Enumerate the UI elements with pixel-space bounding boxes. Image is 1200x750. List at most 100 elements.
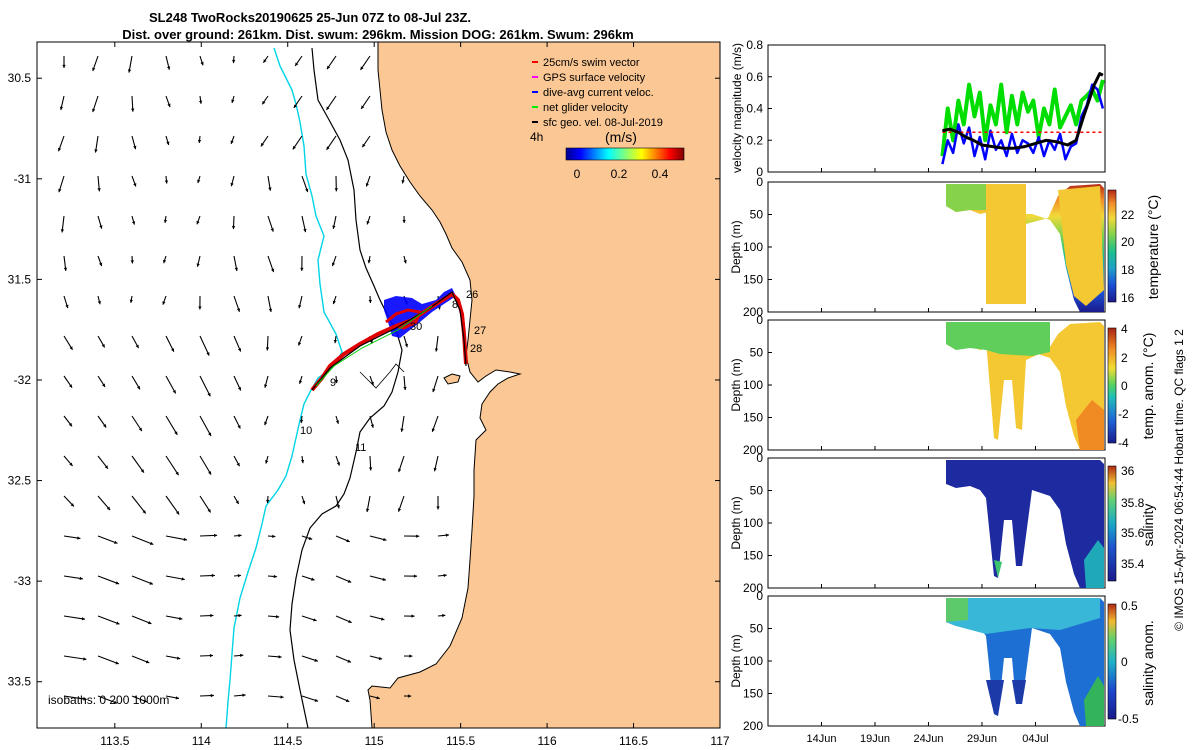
current-arrow-head (432, 388, 436, 393)
sal-anom-colorbar (1107, 603, 1117, 720)
current-arrow (165, 495, 180, 515)
current-arrow (131, 575, 154, 585)
current-arrow-head (115, 661, 119, 665)
current-arrow-head (263, 59, 267, 63)
temperature-y-axis: 0 50 100 150 200 (743, 175, 772, 319)
current-arrow-head (278, 655, 282, 659)
velocity-ylabel: velocity magnitude (m/s) (730, 43, 744, 173)
colorbar-tick: 0.2 (611, 167, 628, 181)
current-arrow-head (133, 145, 137, 150)
cbar-tick: 4 (1121, 322, 1128, 336)
cbar-tick: 2 (1121, 351, 1128, 365)
current-arrow-head (81, 617, 86, 621)
current-arrow-head (403, 386, 407, 391)
current-arrow (63, 655, 87, 660)
isobath-0m (359, 363, 405, 389)
depth-tick-label: 0 (756, 451, 763, 465)
current-arrow (165, 455, 180, 476)
current-arrow-head (260, 142, 265, 147)
map-legend: 25cm/s swim vector GPS surface velocity … (532, 57, 663, 129)
current-arrow-head (292, 145, 296, 150)
sal-anom-green (946, 598, 968, 622)
current-arrow-head (300, 267, 304, 271)
current-arrow-head (361, 105, 365, 109)
temperature-anomaly-panel: 0 50 100 150 200 Depth (m) 4 2 0 -2 -4 temp.… (729, 313, 1156, 457)
salinity-deep (1084, 540, 1104, 588)
current-arrow-head (130, 260, 134, 264)
current-arrow-head (237, 573, 241, 578)
current-arrow-head (104, 465, 108, 469)
y-tick-label: 33.5 (8, 675, 32, 689)
velocity-y-axis: 0 0.2 0.4 0.6 0.8 (746, 38, 772, 179)
current-arrow-head (397, 508, 402, 512)
current-arrow-head (268, 308, 273, 312)
temp-anom-cbar-label: temp. anom. (°C) (1140, 333, 1156, 440)
current-arrow-head (272, 534, 276, 539)
current-arrow-head (366, 220, 370, 225)
current-arrow-head (164, 180, 169, 184)
current-arrow-head (416, 534, 420, 538)
temperature-colorbar (1107, 189, 1117, 303)
current-arrow-head (147, 621, 152, 625)
time-tick-label: 29Jun (967, 733, 997, 745)
temperature-warm-2 (1058, 186, 1104, 306)
current-arrow-head (162, 301, 166, 305)
current-arrow-head (308, 536, 313, 540)
depth-tick-label: 100 (743, 654, 763, 668)
depth-tick-label: 150 (743, 411, 763, 425)
current-arrow-head (376, 696, 380, 700)
current-arrow-head (413, 574, 418, 578)
map-colorbar (565, 147, 685, 161)
current-arrow-head (210, 613, 214, 618)
current-arrow-head (176, 656, 181, 660)
current-arrow-head (346, 539, 350, 543)
current-arrow-head (196, 220, 200, 225)
day-label: 26 (466, 289, 478, 301)
current-arrow-head (334, 379, 339, 384)
depth-tick-label: 0 (756, 589, 763, 603)
y-tick-label: -32 (14, 373, 32, 387)
current-arrow (63, 695, 87, 700)
scale-label: 4h (530, 130, 543, 144)
current-arrow-head (345, 698, 350, 702)
current-arrow-head (116, 621, 120, 625)
current-arrow-head (213, 533, 218, 538)
depth-tick-label: 150 (743, 687, 763, 701)
y-tick-label: -33 (14, 574, 32, 588)
cbar-tick: 22 (1121, 208, 1135, 222)
cbar-tick: -2 (1118, 407, 1129, 421)
current-arrow-head (360, 66, 364, 70)
current-arrow-head (408, 694, 412, 698)
current-arrow-head (336, 462, 341, 466)
current-arrow-head (210, 693, 214, 698)
current-arrow-head (300, 459, 305, 464)
cbar-tick: 0 (1121, 655, 1128, 669)
current-arrow-head (142, 510, 146, 514)
current-arrow-head (347, 659, 351, 663)
current-arrow-head (313, 618, 317, 622)
vel-y-tick-label: 0 (756, 165, 763, 179)
cbar-tick: 0.5 (1121, 599, 1138, 613)
current-arrow (165, 415, 178, 436)
sal-anom-bottom (1084, 676, 1104, 726)
current-arrow-head (365, 183, 369, 187)
cbar-tick: 36 (1121, 464, 1135, 478)
current-arrow-head (445, 533, 449, 537)
current-arrow-head (92, 108, 96, 113)
current-arrow-head (69, 346, 73, 350)
current-arrow-head (131, 221, 136, 225)
current-arrow-head (326, 65, 331, 70)
velocity-series-line (941, 83, 1105, 165)
current-arrow-head (275, 614, 280, 619)
current-arrow (165, 535, 188, 541)
track-green-line (315, 305, 433, 387)
cbar-tick: 35.6 (1121, 526, 1145, 540)
cbar-tick: 20 (1121, 235, 1135, 249)
current-arrow (199, 375, 211, 397)
velocity-series-line (942, 72, 1104, 150)
current-arrow-head (303, 228, 307, 233)
current-arrow (131, 455, 145, 473)
current-arrow-head (230, 182, 234, 187)
current-arrow-head (181, 577, 185, 581)
